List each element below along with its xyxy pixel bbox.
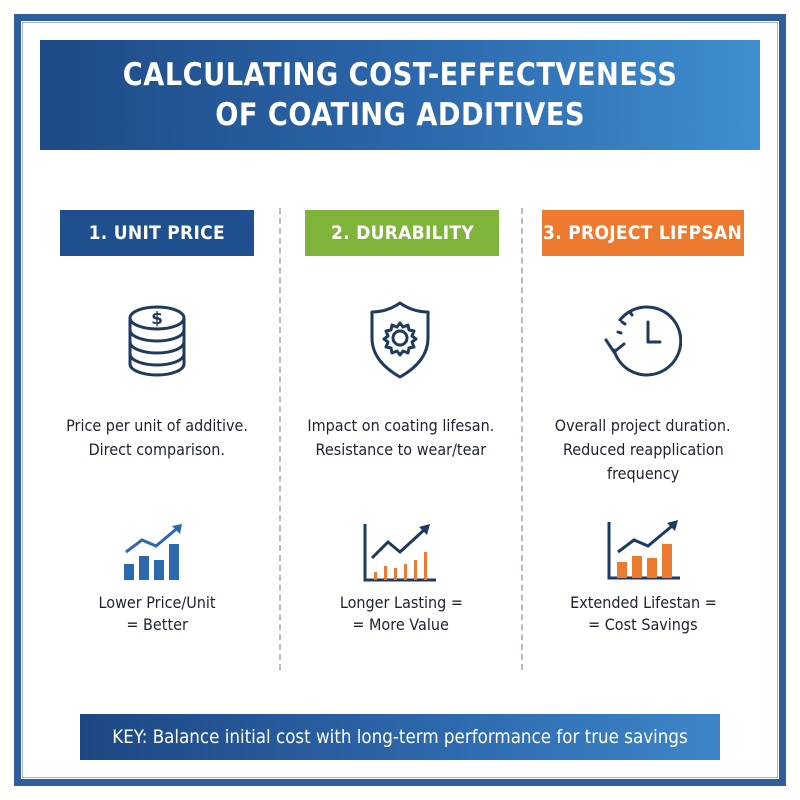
rising-line-chart-icon [362,520,438,584]
result-line: Lower Price/Unit [98,593,216,612]
title-line-2: OF COATING ADDITIVES [215,97,585,133]
title-line-1: CALCULATING COST-EFFECTVENESS [122,57,678,93]
description-line: Reduced reapplication [562,440,724,459]
inner-frame [22,22,778,778]
key-banner: KEY: Balance initial cost with long-term… [80,714,720,760]
rising-bar-chart-icon [120,522,188,582]
column-description: Overall project duration. Reduced reappl… [523,414,763,486]
column-header-label: 3. PROJECT LIFPSAN [543,222,743,244]
shield-gear-icon [368,300,432,380]
rising-bar-chart-icon [606,518,682,582]
result-line: Longer Lasting = [339,593,463,612]
column-result: Lower Price/Unit = Better [37,592,277,636]
result-line: = Cost Savings [588,615,698,634]
description-line: Price per unit of additive. [66,416,248,435]
description-line: Direct comparison. [88,440,226,459]
column-header-durability: 2. DURABILITY [305,210,499,256]
result-line: = Better [126,615,188,634]
description-line: frequency [606,464,680,483]
column-header-project-lifespan: 3. PROJECT LIFPSAN [542,210,744,256]
result-line: = More Value [352,615,450,634]
result-line: Extended Lifestan = [569,593,717,612]
key-text: KEY: Balance initial cost with long-term… [112,726,688,748]
column-header-label: 2. DURABILITY [330,222,474,244]
column-result: Longer Lasting = = More Value [281,592,521,636]
column-divider [279,208,281,670]
column-header-unit-price: 1. UNIT PRICE [60,210,254,256]
column-result: Extended Lifestan = = Cost Savings [523,592,763,636]
column-header-label: 1. UNIT PRICE [88,222,226,244]
description-line: Impact on coating lifesan. [307,416,495,435]
column-description: Impact on coating lifesan. Resistance to… [281,414,521,462]
svg-text:$: $ [151,309,163,329]
column-divider [521,208,523,670]
column-description: Price per unit of additive. Direct compa… [37,414,277,462]
coin-stack-icon: $ [124,302,190,380]
description-line: Overall project duration. [555,416,731,435]
clock-refresh-icon [602,302,683,380]
title-banner: CALCULATING COST-EFFECTVENESS OF COATING… [40,40,760,150]
description-line: Resistance to wear/tear [315,440,487,459]
